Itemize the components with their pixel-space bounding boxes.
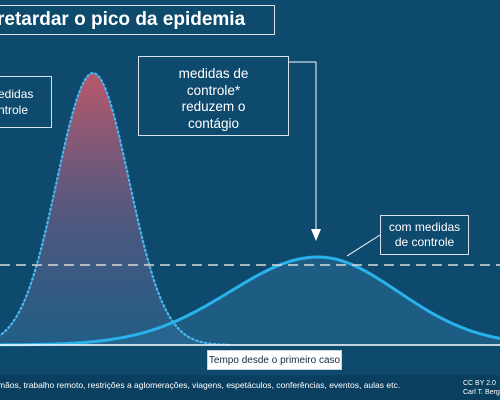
arrow-head-icon (311, 229, 321, 241)
measures-label-line: contágio (187, 115, 240, 131)
controlled-curve-area (0, 257, 500, 345)
controlled-label-line: de controle (394, 235, 455, 249)
left-label-line: edidas (0, 87, 34, 101)
controlled-label-box: com medidas de controle (380, 215, 469, 255)
license-credit: CC BY 2.0 Carl T. Bergst (463, 379, 500, 397)
controlled-label-line: com medidas (388, 220, 461, 234)
left-label-line: ntrole (0, 103, 29, 117)
right-label-pointer (346, 234, 381, 257)
measures-label-line: reduzem o (181, 99, 246, 114)
license-line: Carl T. Bergst (463, 389, 500, 396)
license-line: CC BY 2.0 (463, 380, 496, 387)
measures-label-box: medidas de controle* reduzem o contágio (138, 56, 289, 136)
title-box: retardar o pico da epidemia (0, 5, 275, 35)
uncontrolled-peak-area (0, 73, 230, 345)
left-label-box: edidas ntrole (0, 76, 52, 128)
uncontrolled-peak-line (0, 72, 232, 346)
footnote: mãos, trabalho remoto, restrições a aglo… (0, 380, 401, 390)
footer-bar (0, 375, 500, 400)
measures-label-line: medidas de (178, 66, 249, 81)
controlled-curve-line (0, 255, 500, 347)
x-axis-label: Tempo desde o primeiro caso (207, 350, 342, 370)
measures-label-line: controle* (186, 82, 241, 98)
page-title: retardar o pico da epidemia (0, 9, 246, 30)
